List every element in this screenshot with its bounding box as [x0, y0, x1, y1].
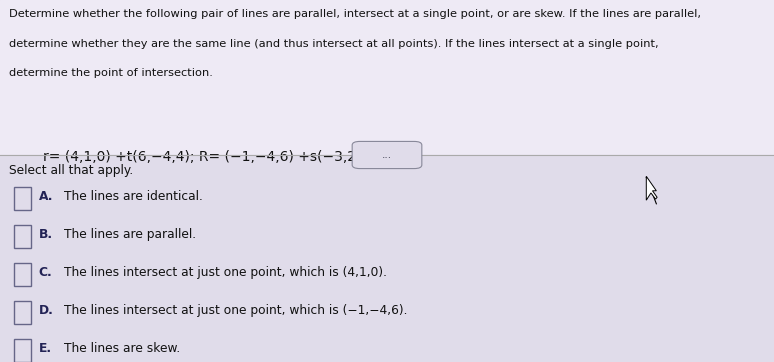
Text: determine the point of intersection.: determine the point of intersection.	[9, 68, 213, 79]
Text: E.: E.	[39, 342, 52, 355]
Text: D.: D.	[39, 304, 53, 317]
Polygon shape	[646, 176, 657, 200]
FancyBboxPatch shape	[352, 142, 422, 169]
Text: The lines are identical.: The lines are identical.	[64, 190, 203, 203]
Text: The lines are skew.: The lines are skew.	[64, 342, 180, 355]
Text: determine whether they are the same line (and thus intersect at all points). If : determine whether they are the same line…	[9, 39, 659, 49]
Text: B.: B.	[39, 228, 53, 241]
Text: r= (4,1,0) +t(6,−4,4); R= (−1,−4,6) +s(−3,2,−2): r= (4,1,0) +t(6,−4,4); R= (−1,−4,6) +s(−…	[43, 150, 385, 164]
FancyBboxPatch shape	[14, 263, 31, 286]
FancyBboxPatch shape	[14, 301, 31, 324]
Text: The lines are parallel.: The lines are parallel.	[64, 228, 197, 241]
Bar	[0, 155, 774, 362]
Text: The lines intersect at just one point, which is (−1,−4,6).: The lines intersect at just one point, w…	[64, 304, 408, 317]
Text: ...: ...	[382, 150, 392, 160]
Text: Determine whether the following pair of lines are parallel, intersect at a singl: Determine whether the following pair of …	[9, 9, 701, 19]
Bar	[0, 0, 774, 155]
FancyBboxPatch shape	[14, 339, 31, 362]
Text: A.: A.	[39, 190, 53, 203]
Text: C.: C.	[39, 266, 53, 279]
Text: The lines intersect at just one point, which is (4,1,0).: The lines intersect at just one point, w…	[64, 266, 387, 279]
FancyBboxPatch shape	[14, 187, 31, 210]
Text: Select all that apply.: Select all that apply.	[9, 164, 134, 177]
FancyBboxPatch shape	[14, 225, 31, 248]
